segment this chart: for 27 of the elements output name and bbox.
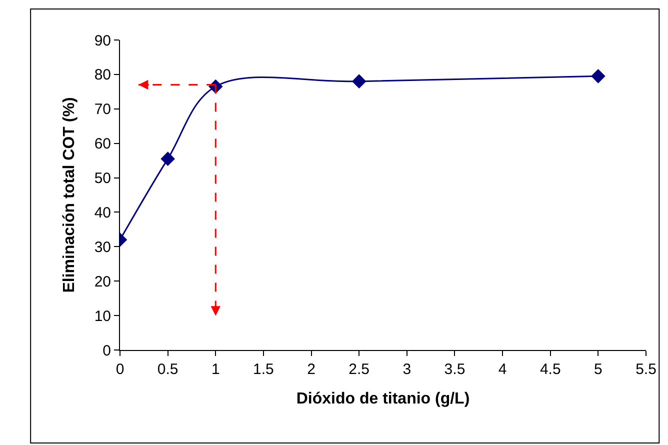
point: [160, 152, 175, 166]
y-tick-label: 80: [94, 66, 111, 84]
y-tick-label: 10: [94, 308, 111, 325]
y-tick-label: 70: [94, 101, 111, 118]
y-axis-title: Eliminación total COT (%): [61, 97, 78, 293]
y-tick-label: 40: [94, 204, 111, 222]
x-axis-title: Dióxido de titanio (g/L): [296, 390, 470, 408]
point: [352, 74, 366, 88]
x-tick-label: 2: [307, 361, 316, 378]
y-tick-label: 20: [94, 273, 111, 290]
x-tick-label: 4: [498, 361, 507, 378]
y-tick-label: 60: [94, 136, 111, 153]
x-tick-label: 5.5: [636, 361, 656, 378]
x-tick-label: 4.5: [540, 361, 561, 378]
x-tick-label: 3.5: [444, 361, 466, 378]
x-tick-label: 0: [116, 361, 124, 378]
y-tick-label: 0: [102, 342, 111, 360]
x-tick-label: 3: [402, 361, 412, 378]
x-tick-label: 1: [211, 361, 220, 378]
x-tick-label: 0.5: [157, 361, 178, 378]
x-tick-label: 5: [594, 361, 602, 378]
y-tick-label: 30: [94, 238, 111, 256]
x-tick-label: 2.5: [348, 361, 370, 378]
point: [591, 69, 606, 84]
y-tick-label: 50: [94, 170, 111, 188]
x-tick-label: 1.5: [253, 361, 274, 378]
y-tick-label: 90: [94, 32, 111, 50]
